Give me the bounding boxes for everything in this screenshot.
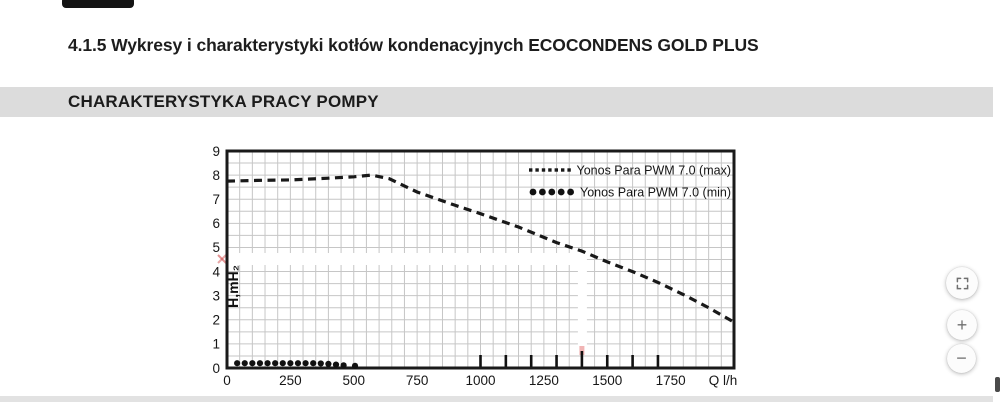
svg-text:2: 2 (212, 313, 220, 328)
svg-text:1500: 1500 (592, 373, 622, 388)
y-axis-title: H,mH₂O (225, 254, 241, 308)
legend-label-max: Yonos Para PWM 7.0 (max) (577, 163, 731, 177)
bottom-tick-marks (479, 351, 660, 367)
svg-text:1000: 1000 (465, 373, 495, 388)
svg-text:1750: 1750 (656, 373, 686, 388)
next-section-band (0, 396, 993, 402)
zoom-out-icon: − (956, 348, 967, 368)
fit-to-screen-button[interactable] (946, 267, 978, 299)
legend-label-min: Yonos Para PWM 7.0 (min) (580, 185, 731, 199)
svg-text:6: 6 (212, 216, 220, 231)
zoom-in-button[interactable]: + (947, 310, 977, 340)
svg-text:500: 500 (342, 373, 365, 388)
svg-text:0: 0 (223, 373, 231, 388)
svg-text:0: 0 (212, 361, 220, 376)
section-heading: 4.1.5 Wykresy i charakterystyki kotłów k… (68, 35, 759, 55)
zoom-in-icon: + (956, 314, 968, 335)
plot-border (225, 149, 736, 370)
erased-watermark-strip (577, 253, 587, 354)
svg-text:9: 9 (212, 144, 220, 159)
fit-to-screen-icon (956, 277, 968, 289)
scrollbar-thumb[interactable] (995, 377, 1000, 392)
svg-text:750: 750 (406, 373, 429, 388)
subsection-title: CHARAKTERYSTYKA PRACY POMPY (68, 92, 379, 111)
series-max-curve (226, 173, 735, 324)
series-min-dots (234, 360, 359, 369)
browser-tab-fragment (62, 0, 134, 8)
erased-watermark-band (228, 253, 582, 265)
zoom-out-button[interactable]: − (947, 344, 976, 373)
pump-curve-chart: H,mH₂O Yonos Para PWM 7.0 (max) Yonos Para… (212, 144, 738, 388)
svg-text:1250: 1250 (529, 373, 559, 388)
svg-text:5: 5 (212, 240, 220, 255)
x-axis-labels: 0 250 500 750 1000 1250 1500 1750 (223, 373, 685, 388)
svg-text:8: 8 (212, 168, 220, 183)
svg-text:4: 4 (212, 264, 220, 279)
x-axis-unit: Q l/h (709, 373, 738, 388)
svg-text:3: 3 (212, 288, 220, 303)
y-axis-labels: 0 1 2 3 4 5 6 7 8 9 (212, 144, 220, 376)
svg-text:1: 1 (212, 337, 220, 352)
svg-text:250: 250 (279, 373, 302, 388)
subsection-header-band: CHARAKTERYSTYKA PRACY POMPY (0, 87, 993, 117)
svg-text:7: 7 (212, 192, 220, 207)
